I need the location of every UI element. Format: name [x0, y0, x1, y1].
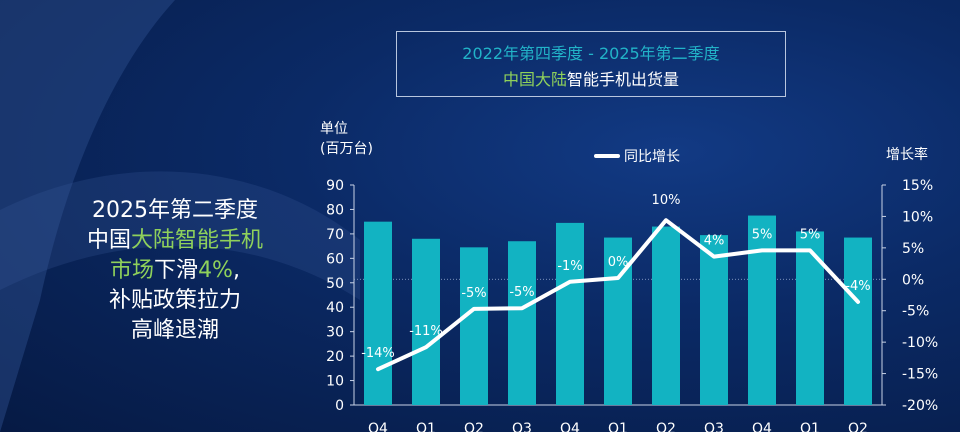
left-tick-label: 30: [326, 325, 344, 341]
right-tick-label: 5%: [902, 241, 924, 257]
left-tick-label: 10: [326, 374, 344, 390]
right-tick-label: 10%: [902, 209, 933, 225]
legend-line-swatch: [594, 154, 620, 158]
left-axis-unit: 单位 (百万台): [320, 119, 373, 159]
growth-data-label: -5%: [461, 286, 486, 301]
headline-line3-c: 4%: [198, 258, 233, 283]
x-tick-label: Q1: [800, 421, 820, 432]
right-tick-label: -20%: [902, 398, 938, 414]
headline-line3-b: 下滑: [154, 258, 199, 283]
left-axis-unit-line1: 单位: [320, 121, 348, 137]
legend: 同比增长: [594, 146, 680, 166]
x-tick-label: Q4: [752, 421, 772, 432]
x-tick-label: Q3: [704, 421, 724, 432]
x-tick-label: Q2: [848, 421, 868, 432]
left-tick-label: 0: [335, 398, 344, 414]
right-tick-label: -5%: [902, 304, 929, 320]
growth-data-label: -4%: [845, 279, 870, 294]
headline-line3-d: ,: [232, 258, 240, 283]
bar: [796, 231, 824, 405]
chart-title-line1: 2022年第四季度 - 2025年第二季度: [462, 44, 720, 63]
headline-line3-a: 市场: [110, 258, 155, 283]
legend-label: 同比增长: [624, 149, 680, 165]
left-tick-label: 40: [326, 300, 344, 316]
right-tick-label: -15%: [902, 367, 938, 383]
bar: [748, 215, 776, 405]
x-tick-label: Q1: [608, 421, 628, 432]
right-tick-label: 0%: [902, 272, 924, 288]
left-axis-unit-line2: (百万台): [320, 141, 373, 157]
bar: [652, 226, 680, 405]
x-tick-label: Q4: [368, 421, 388, 432]
left-tick-label: 50: [326, 276, 344, 292]
bar: [460, 247, 488, 405]
chart-title-line2: 中国大陆智能手机出货量: [397, 66, 785, 90]
growth-data-label: 5%: [800, 227, 821, 242]
growth-data-label: -14%: [361, 346, 395, 361]
headline-line3: 市场下滑4%,: [40, 256, 310, 286]
bar: [556, 222, 584, 405]
chart-title-box: 2022年第四季度 - 2025年第二季度 中国大陆智能手机出货量: [396, 31, 786, 97]
headline-line2: 中国大陆智能手机: [40, 226, 310, 256]
bar: [844, 237, 872, 405]
left-tick-label: 70: [326, 227, 344, 243]
right-tick-label: 15%: [902, 178, 933, 194]
growth-data-label: 0%: [608, 255, 629, 270]
headline-line2-b: 大陆智能手机: [131, 228, 264, 253]
growth-line: [376, 218, 860, 372]
x-tick-label: Q1: [416, 421, 436, 432]
left-tick-label: 20: [326, 349, 344, 365]
bar: [412, 238, 440, 405]
headline-line4: 补贴政策拉力: [108, 288, 241, 313]
right-tick-label: -10%: [902, 335, 938, 351]
x-tick-label: Q2: [464, 421, 484, 432]
growth-data-label: 4%: [704, 234, 725, 249]
left-tick-label: 80: [326, 202, 344, 218]
x-tick-label: Q2: [656, 421, 676, 432]
bar: [700, 235, 728, 405]
chart-title-highlight: 中国大陆: [502, 70, 567, 89]
chart-title-rest: 智能手机出货量: [567, 70, 680, 89]
left-tick-label: 90: [326, 178, 344, 194]
growth-data-label: 10%: [652, 193, 681, 208]
x-tick-label: Q3: [512, 421, 532, 432]
growth-data-label: -11%: [409, 324, 443, 339]
x-tick-label: Q4: [560, 421, 580, 432]
left-tick-label: 60: [326, 251, 344, 267]
headline-line5: 高峰退潮: [130, 318, 219, 343]
growth-data-label: 5%: [752, 227, 773, 242]
bar: [364, 221, 392, 405]
right-axis-unit: 增长率: [886, 147, 928, 163]
growth-data-label: -1%: [557, 259, 582, 274]
bar: [508, 241, 536, 405]
headline: 2025年第二季度 中国大陆智能手机 市场下滑4%, 补贴政策拉力 高峰退潮: [40, 196, 310, 346]
growth-data-label: -5%: [509, 285, 534, 300]
headline-line1: 2025年第二季度: [92, 198, 258, 223]
headline-line2-a: 中国: [86, 228, 131, 253]
